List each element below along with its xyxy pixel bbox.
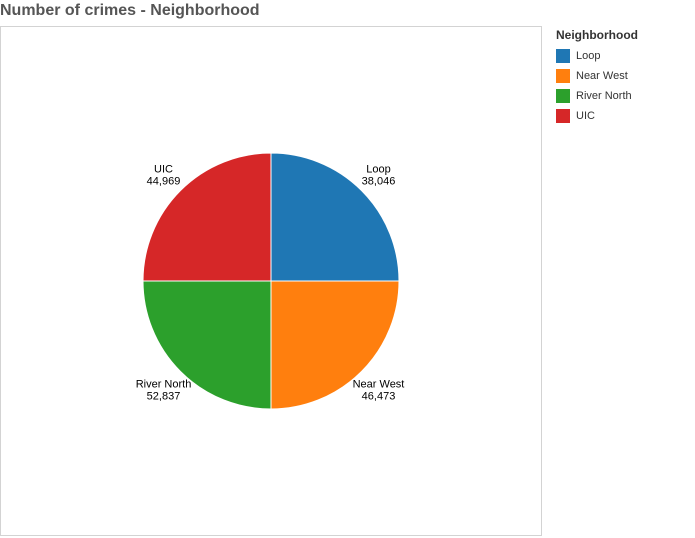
legend: Neighborhood Loop Near West River North UIC — [556, 28, 638, 126]
chart-title: Number of crimes - Neighborhood — [0, 2, 260, 19]
legend-item-river-north[interactable]: River North — [556, 86, 638, 106]
slice-value-label: 46,473 — [362, 391, 396, 403]
pie-slice-uic[interactable] — [142, 152, 272, 282]
legend-label: Near West — [576, 70, 628, 82]
legend-label: Loop — [576, 50, 601, 62]
pie-slice-river-north[interactable] — [142, 280, 272, 410]
legend-swatch — [556, 69, 570, 83]
slice-value-label: 52,837 — [147, 391, 181, 403]
legend-item-near-west[interactable]: Near West — [556, 66, 638, 86]
plot-area — [0, 26, 542, 536]
legend-label: River North — [576, 90, 632, 102]
legend-swatch — [556, 109, 570, 123]
slice-value-label: 44,969 — [147, 176, 181, 188]
slice-label: Loop 38,046 — [362, 164, 396, 188]
pie-slice-near-west[interactable] — [270, 280, 400, 410]
slice-name-label: Near West — [353, 379, 405, 391]
legend-swatch — [556, 49, 570, 63]
pie-slice-loop[interactable] — [270, 152, 400, 282]
slice-value-label: 38,046 — [362, 176, 396, 188]
slice-label: Near West 46,473 — [353, 379, 405, 403]
slice-label: River North 52,837 — [136, 379, 192, 403]
legend-item-loop[interactable]: Loop — [556, 46, 638, 66]
slice-name-label: Loop — [366, 164, 390, 176]
slice-label: UIC 44,969 — [147, 164, 181, 188]
legend-title: Neighborhood — [556, 28, 638, 42]
legend-swatch — [556, 89, 570, 103]
slice-name-label: River North — [136, 379, 192, 391]
legend-label: UIC — [576, 110, 595, 122]
slice-name-label: UIC — [154, 164, 173, 176]
legend-item-uic[interactable]: UIC — [556, 106, 638, 126]
